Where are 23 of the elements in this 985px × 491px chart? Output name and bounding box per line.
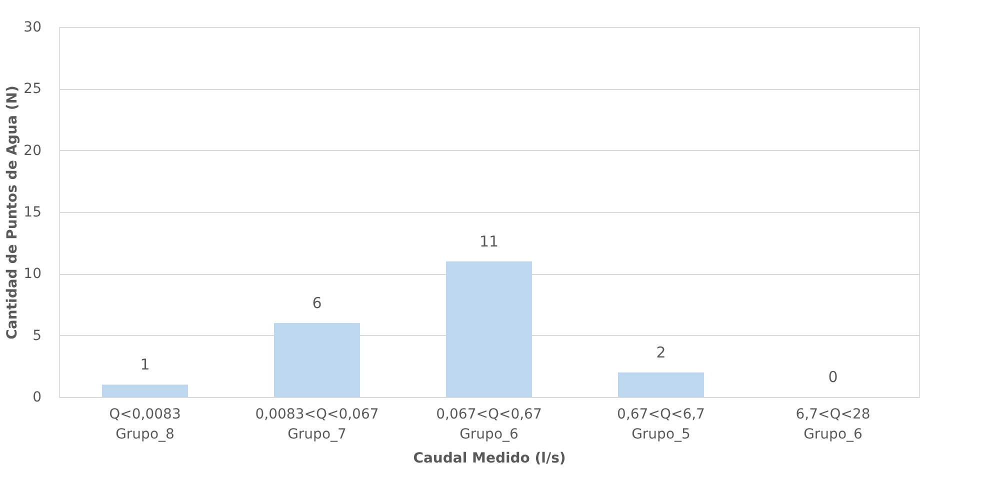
y-tick-label: 5 (32, 328, 42, 344)
bar (618, 372, 704, 397)
bar (446, 261, 532, 397)
y-tick-label: 15 (24, 204, 42, 220)
bar (274, 323, 360, 397)
data-label: 0 (828, 368, 838, 386)
x-tick-label: 0,67<Q<6,7 Grupo_5 (617, 406, 705, 442)
y-tick-label: 0 (32, 390, 42, 406)
data-label: 1 (140, 356, 150, 374)
x-tick-label: Q<0,0083 Grupo_8 (109, 406, 181, 442)
data-label: 2 (656, 343, 666, 362)
y-tick-label: 10 (24, 266, 42, 282)
data-label: 6 (312, 294, 322, 312)
x-axis-title: Caudal Medido (l/s) (413, 450, 566, 466)
y-tick-label: 30 (24, 20, 42, 36)
y-tick-label: 20 (24, 142, 42, 159)
x-tick-label: 6,7<Q<28 Grupo_6 (796, 406, 870, 442)
y-axis-title: Cantidad de Puntos de Agua (N) (4, 86, 21, 340)
data-label: 11 (479, 232, 499, 250)
x-tick-label: 0,0083<Q<0,067 Grupo_7 (255, 406, 379, 442)
y-tick-label: 25 (24, 81, 42, 98)
x-tick-label: 0,067<Q<0,67 Grupo_6 (436, 406, 542, 442)
bar (102, 384, 188, 397)
